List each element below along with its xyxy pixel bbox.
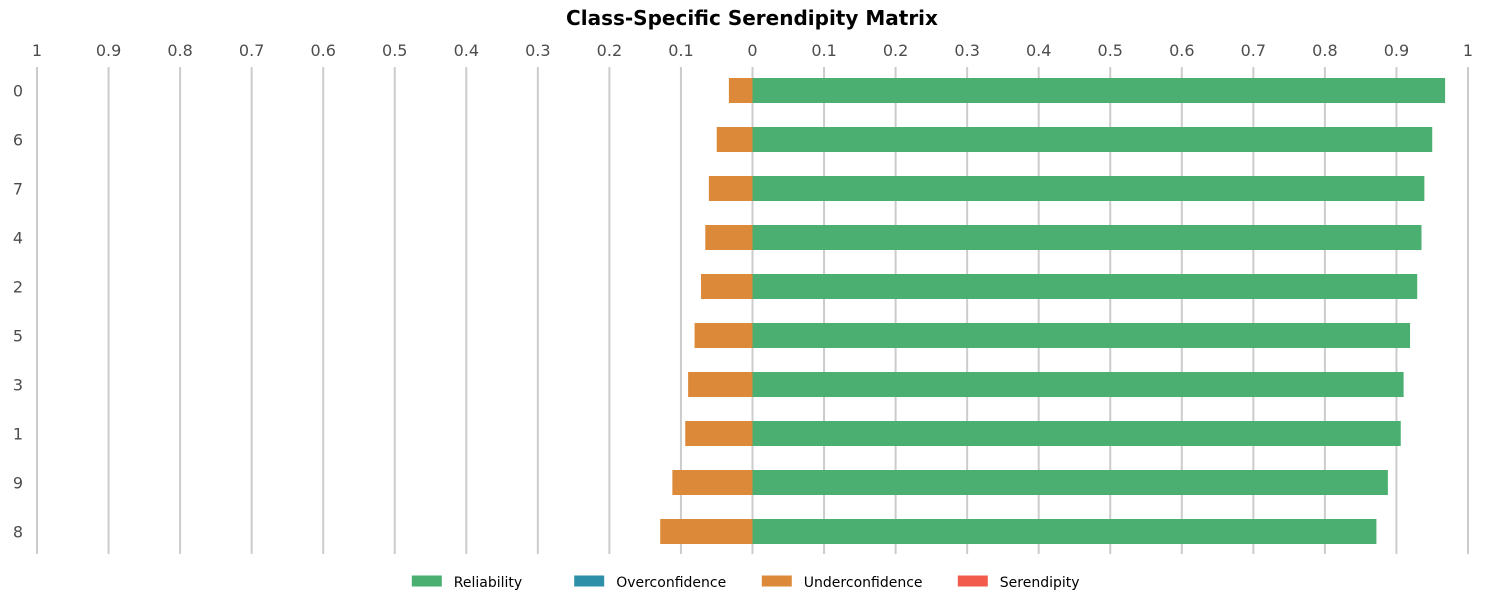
- bar-underconfidence: [660, 519, 753, 544]
- y-tick-label: 7: [13, 180, 23, 199]
- bar-reliability: [752, 372, 1404, 397]
- bars: [660, 78, 1446, 544]
- x-tick-label: 1: [1463, 41, 1473, 60]
- y-axis-ticks: 0 6 7 4 2 5 3 1 9 8: [13, 82, 23, 542]
- bar-reliability: [752, 225, 1422, 250]
- bar-underconfidence: [708, 176, 753, 201]
- legend-label: Serendipity: [1000, 575, 1080, 591]
- x-tick-label: 0.4: [1026, 41, 1051, 60]
- y-tick-label: 4: [13, 229, 23, 248]
- bar-reliability: [752, 323, 1411, 348]
- bar-underconfidence: [694, 323, 753, 348]
- bar-reliability: [752, 470, 1388, 495]
- x-tick-label: 0.2: [597, 41, 622, 60]
- x-tick-label: 0.7: [1241, 41, 1266, 60]
- legend-label: Underconfidence: [804, 575, 923, 591]
- x-tick-label: 0.3: [525, 41, 550, 60]
- bar-underconfidence: [688, 372, 753, 397]
- x-tick-label: 0.5: [382, 41, 407, 60]
- y-tick-label: 5: [13, 327, 23, 346]
- y-tick-label: 1: [13, 425, 23, 444]
- y-tick-label: 8: [13, 523, 23, 542]
- x-tick-label: 0.2: [883, 41, 908, 60]
- y-tick-label: 9: [13, 474, 23, 493]
- bar-underconfidence: [728, 78, 753, 103]
- y-tick-label: 0: [13, 82, 23, 101]
- bar-reliability: [752, 421, 1401, 446]
- legend: Reliability Overconfidence Underconfidence…: [411, 575, 1080, 591]
- legend-swatch: [761, 575, 792, 587]
- y-tick-label: 6: [13, 131, 23, 150]
- legend-label: Reliability: [454, 575, 522, 591]
- legend-label: Overconfidence: [616, 575, 726, 591]
- bar-underconfidence: [685, 421, 753, 446]
- x-tick-label: 0.3: [954, 41, 979, 60]
- chart-title: Class-Specific Serendipity Matrix: [566, 6, 938, 30]
- x-axis-ticks: 1 0.9 0.8 0.7 0.6 0.5 0.4 0.3 0.2 0.1 0 0.1 0.2 0.3 0.…: [32, 41, 1473, 60]
- x-tick-label: 1: [32, 41, 42, 60]
- x-tick-label: 0.7: [239, 41, 264, 60]
- legend-swatch: [957, 575, 988, 587]
- x-tick-label: 0: [747, 41, 757, 60]
- y-tick-label: 2: [13, 278, 23, 297]
- bar-reliability: [752, 78, 1446, 103]
- x-tick-label: 0.1: [668, 41, 693, 60]
- x-tick-label: 0.6: [310, 41, 335, 60]
- x-tick-label: 0.1: [811, 41, 836, 60]
- x-tick-label: 0.5: [1098, 41, 1123, 60]
- x-tick-label: 0.9: [96, 41, 121, 60]
- x-tick-label: 0.6: [1169, 41, 1194, 60]
- x-tick-label: 0.8: [1312, 41, 1337, 60]
- bar-reliability: [752, 274, 1418, 299]
- legend-swatch: [574, 575, 605, 587]
- bar-reliability: [752, 176, 1425, 201]
- bar-underconfidence: [716, 127, 753, 152]
- y-tick-label: 3: [13, 376, 23, 395]
- x-tick-label: 0.4: [454, 41, 479, 60]
- x-tick-label: 0.8: [167, 41, 192, 60]
- bar-underconfidence: [700, 274, 753, 299]
- bar-underconfidence: [672, 470, 753, 495]
- bar-underconfidence: [705, 225, 753, 250]
- bar-reliability: [752, 519, 1377, 544]
- x-tick-label: 0.9: [1384, 41, 1409, 60]
- legend-swatch: [411, 575, 442, 587]
- bar-reliability: [752, 127, 1433, 152]
